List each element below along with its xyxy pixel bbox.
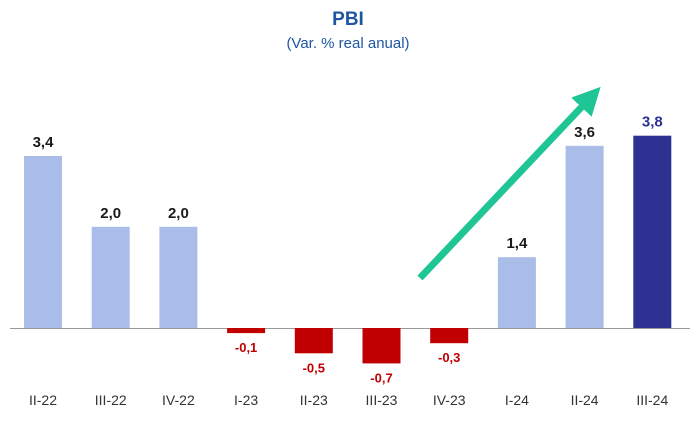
data-label-I-23: -0,1	[235, 340, 257, 355]
bar-I-24	[497, 257, 536, 328]
x-tick-IV-23: IV-23	[433, 392, 466, 408]
bar-III-22	[91, 226, 130, 328]
data-label-I-24: 1,4	[506, 235, 528, 252]
x-tick-IV-22: IV-22	[162, 392, 195, 408]
x-tick-II-22: II-22	[29, 392, 57, 408]
bar-II-23	[294, 328, 333, 354]
chart-subtitle: (Var. % real anual)	[286, 35, 410, 52]
data-label-II-23: -0,5	[303, 360, 325, 375]
chart-title: PBI	[332, 9, 364, 30]
bar-III-23	[362, 328, 401, 364]
bar-III-24	[633, 135, 672, 328]
bar-IV-23	[430, 328, 469, 344]
trend-arrow	[417, 86, 601, 281]
data-label-II-24: 3,6	[574, 124, 595, 141]
x-tick-III-22: III-22	[95, 392, 127, 408]
bar-I-23	[227, 328, 266, 334]
data-label-III-24: 3,8	[642, 114, 663, 131]
bar-II-22	[24, 156, 62, 328]
data-label-III-23: -0,7	[370, 370, 392, 385]
bar-II-24	[565, 145, 604, 328]
x-tick-III-23: III-23	[366, 392, 398, 408]
x-tick-III-24: III-24	[636, 392, 668, 408]
data-label-IV-23: -0,3	[438, 350, 460, 365]
x-tick-II-24: II-24	[571, 392, 599, 408]
data-label-IV-22: 2,0	[168, 205, 189, 222]
data-label-III-22: 2,0	[100, 205, 121, 222]
bar-IV-22	[159, 226, 198, 328]
x-tick-II-23: II-23	[300, 392, 328, 408]
x-tick-I-24: I-24	[505, 392, 529, 408]
x-tick-I-23: I-23	[234, 392, 258, 408]
data-label-II-22: 3,4	[33, 134, 55, 151]
